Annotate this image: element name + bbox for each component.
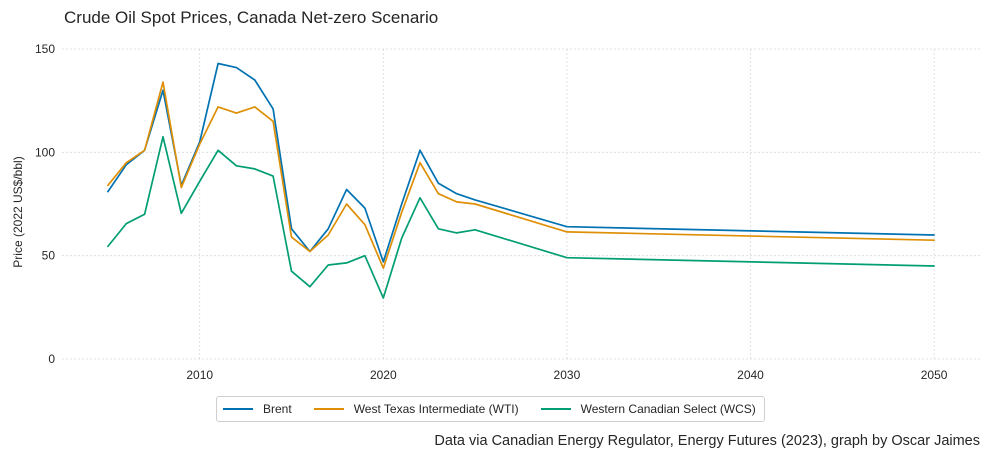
x-tick-label: 2050 [921, 368, 948, 382]
x-tick-label: 2030 [554, 368, 581, 382]
axis-ticks: 0 50 100 150 2010 2020 2030 2040 2050 [35, 42, 948, 382]
series-line-2 [107, 135, 935, 299]
legend-label-brent: Brent [263, 402, 292, 416]
grid-lines [62, 48, 980, 360]
series-line-1 [107, 81, 935, 269]
legend-label-wti: West Texas Intermediate (WTI) [353, 402, 519, 416]
legend-label-wcs: Western Canadian Select (WCS) [580, 402, 756, 416]
chart-title: Crude Oil Spot Prices, Canada Net-zero S… [64, 8, 439, 27]
legend-swatch-brent [223, 408, 253, 410]
legend: Brent West Texas Intermediate (WTI) West… [216, 396, 765, 422]
x-tick-label: 2040 [737, 368, 764, 382]
y-tick-label: 0 [48, 352, 55, 366]
legend-item-wti: West Texas Intermediate (WTI) [313, 402, 519, 416]
y-tick-label: 150 [35, 42, 55, 56]
source-caption: Data via Canadian Energy Regulator, Ener… [434, 433, 980, 449]
legend-item-brent: Brent [223, 402, 292, 416]
legend-swatch-wti [313, 408, 344, 410]
legend-swatch-wcs [540, 408, 571, 410]
y-tick-label: 100 [35, 145, 55, 159]
series-lines [107, 62, 935, 299]
x-tick-label: 2020 [370, 368, 397, 382]
x-tick-label: 2010 [186, 368, 213, 382]
y-tick-label: 50 [42, 249, 56, 263]
legend-item-wcs: Western Canadian Select (WCS) [540, 402, 756, 416]
